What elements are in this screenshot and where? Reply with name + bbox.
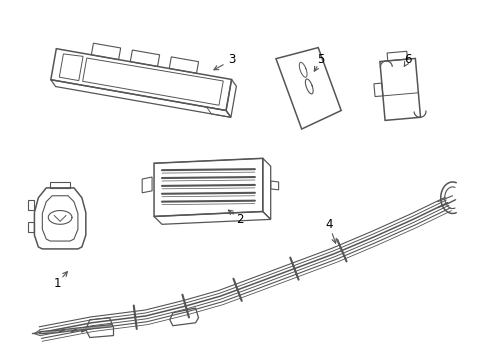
Text: 1: 1 xyxy=(53,277,61,290)
Text: 5: 5 xyxy=(318,53,325,66)
Text: 2: 2 xyxy=(236,213,244,226)
Text: 3: 3 xyxy=(228,53,236,66)
Text: 6: 6 xyxy=(404,53,412,66)
Text: 4: 4 xyxy=(325,218,333,231)
